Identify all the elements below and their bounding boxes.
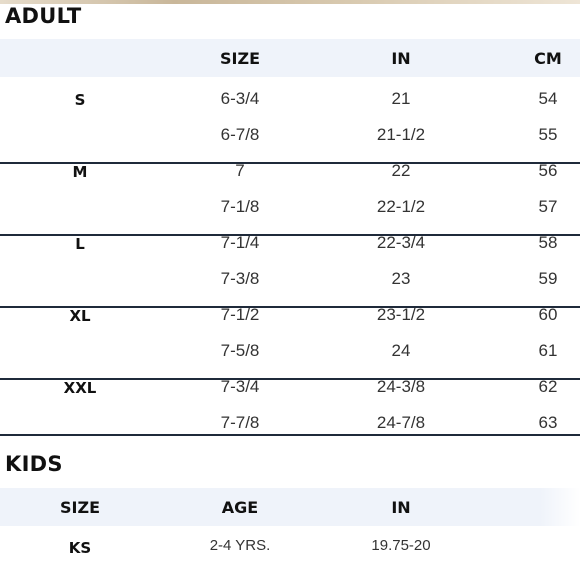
adult-group-divider <box>0 306 580 308</box>
adult-header-in: IN <box>391 49 411 68</box>
adult-group-divider <box>0 162 580 164</box>
adult-cell-size: 7-1/8 <box>220 197 260 216</box>
adult-cell-in: 22-1/2 <box>376 197 426 216</box>
adult-cell-cm: 54 <box>538 89 558 108</box>
adult-cell-size: 7-3/4 <box>220 377 260 396</box>
kids-header-fade <box>540 488 580 526</box>
adult-cell-in: 23 <box>391 269 411 288</box>
section-divider <box>0 434 580 436</box>
kids-section-title: KIDS <box>5 452 63 476</box>
adult-size-label: S <box>74 91 86 109</box>
adult-section-title: ADULT <box>5 4 82 28</box>
kids-header-in: IN <box>391 498 411 517</box>
adult-cell-in: 23-1/2 <box>376 305 426 324</box>
adult-group-divider <box>0 234 580 236</box>
adult-cell-size: 7 <box>235 161 245 180</box>
adult-cell-cm: 55 <box>538 125 558 144</box>
adult-cell-size: 6-3/4 <box>220 89 260 108</box>
adult-size-label: XL <box>69 307 91 325</box>
adult-cell-cm: 57 <box>538 197 558 216</box>
kids-cell-in: 19.75-20 <box>371 537 431 554</box>
kids-size-label: KS <box>68 539 92 557</box>
kids-cell-age: 2-4 YRS. <box>209 537 271 554</box>
adult-cell-cm: 58 <box>538 233 558 252</box>
adult-cell-in: 24-3/8 <box>376 377 426 396</box>
adult-cell-in: 24-7/8 <box>376 413 426 432</box>
adult-cell-cm: 60 <box>538 305 558 324</box>
adult-cell-cm: 62 <box>538 377 558 396</box>
adult-cell-cm: 59 <box>538 269 558 288</box>
adult-size-label: L <box>75 235 85 253</box>
adult-cell-size: 7-1/2 <box>220 305 260 324</box>
adult-size-label: M <box>72 163 88 181</box>
adult-cell-size: 6-7/8 <box>220 125 260 144</box>
adult-cell-in: 24 <box>391 341 411 360</box>
adult-cell-size: 7-1/4 <box>220 233 260 252</box>
kids-header-row: SIZE AGE IN <box>0 488 580 526</box>
top-image-edge <box>0 0 580 4</box>
adult-cell-in: 21-1/2 <box>376 125 426 144</box>
adult-cell-size: 7-3/8 <box>220 269 260 288</box>
adult-header-size: SIZE <box>219 49 261 68</box>
adult-cell-cm: 61 <box>538 341 558 360</box>
adult-size-label: XXL <box>63 379 97 397</box>
kids-header-size: SIZE <box>59 498 101 517</box>
kids-header-age: AGE <box>221 498 259 517</box>
adult-cell-cm: 63 <box>538 413 558 432</box>
adult-cell-in: 21 <box>391 89 411 108</box>
adult-cell-in: 22-3/4 <box>376 233 426 252</box>
adult-cell-cm: 56 <box>538 161 558 180</box>
adult-cell-size: 7-7/8 <box>220 413 260 432</box>
adult-cell-size: 7-5/8 <box>220 341 260 360</box>
adult-group-divider <box>0 378 580 380</box>
adult-header-cm: CM <box>534 49 562 68</box>
adult-header-row: SIZE IN CM <box>0 39 580 77</box>
adult-cell-in: 22 <box>391 161 411 180</box>
